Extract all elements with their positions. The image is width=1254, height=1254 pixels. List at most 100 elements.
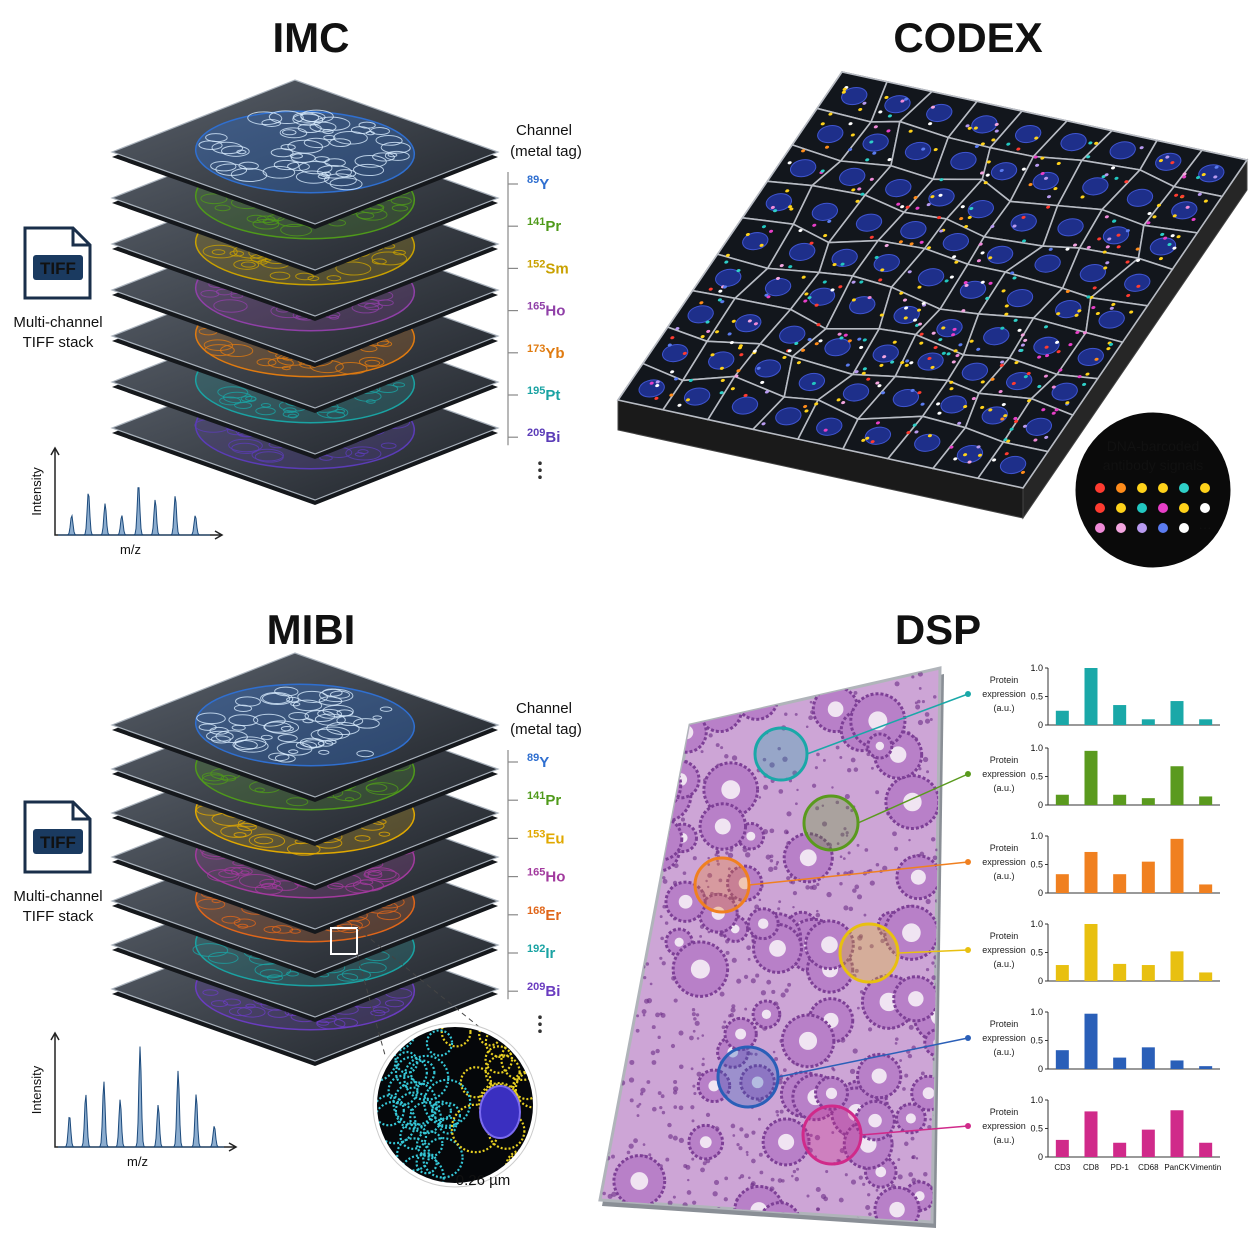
bar bbox=[1170, 1060, 1184, 1069]
tissue-dot bbox=[616, 816, 622, 822]
tissue-dot bbox=[617, 881, 621, 884]
channel-element: Pr bbox=[545, 218, 561, 235]
tissue-dot bbox=[769, 762, 775, 768]
signal-dot bbox=[1056, 161, 1061, 166]
cell bbox=[228, 734, 272, 750]
tissue-dot bbox=[672, 1195, 676, 1199]
tissue-dot bbox=[857, 677, 864, 683]
cell bbox=[289, 702, 302, 707]
axis-label: Intensity bbox=[29, 1065, 44, 1114]
signal-dot bbox=[1112, 219, 1117, 223]
axis-label: Intensity bbox=[29, 467, 44, 516]
signal-dot bbox=[909, 242, 914, 246]
cell bbox=[218, 390, 258, 405]
tissue-dot bbox=[904, 1073, 909, 1078]
signal-dot bbox=[803, 405, 808, 409]
signal-dot bbox=[1043, 374, 1049, 378]
nucleus bbox=[1057, 131, 1091, 152]
tissue-dot bbox=[831, 786, 834, 789]
tissue-dot bbox=[840, 832, 845, 837]
scale-bar-label: 0.26 µm bbox=[456, 1172, 511, 1189]
tissue-dot bbox=[820, 1193, 827, 1200]
tissue-dot bbox=[669, 668, 674, 671]
tissue-dot bbox=[600, 990, 605, 995]
signal-dot bbox=[890, 360, 895, 364]
tissue-dot bbox=[659, 737, 664, 743]
channel-mass: 141 bbox=[527, 790, 545, 802]
nucleus bbox=[987, 161, 1021, 182]
bar bbox=[1170, 766, 1184, 805]
legend-title: Channel bbox=[516, 122, 572, 139]
tissue-dot bbox=[605, 709, 611, 715]
signal-dot bbox=[953, 349, 958, 353]
zoom-cell bbox=[507, 1152, 533, 1178]
tissue-dot bbox=[777, 907, 781, 911]
bar bbox=[1055, 874, 1069, 893]
signal-dot bbox=[794, 341, 799, 346]
cell bbox=[288, 698, 328, 713]
signal-dot bbox=[789, 207, 794, 211]
tissue-dot bbox=[915, 704, 921, 710]
channel-label: 192Ir bbox=[527, 943, 556, 962]
tissue-dot bbox=[924, 718, 931, 724]
tissue-dot bbox=[634, 890, 637, 894]
channel-element: Er bbox=[545, 907, 561, 924]
signal-dot bbox=[914, 430, 919, 434]
more-dot bbox=[538, 461, 542, 466]
signal-dot bbox=[719, 391, 724, 395]
signal-dot bbox=[1058, 368, 1063, 372]
bar bbox=[1113, 1057, 1127, 1069]
nucleus bbox=[828, 247, 862, 268]
signal-dot bbox=[788, 205, 793, 209]
tissue-dot bbox=[780, 992, 786, 998]
tissue-dot bbox=[707, 872, 713, 878]
y-tick-label: 1.0 bbox=[1030, 1007, 1043, 1017]
cell bbox=[354, 961, 392, 975]
signal-dot bbox=[674, 377, 679, 381]
tissue-dot bbox=[724, 754, 729, 759]
cell bbox=[349, 153, 393, 169]
signal-dot bbox=[720, 378, 725, 382]
tissue-dot bbox=[863, 674, 869, 680]
signal-dot bbox=[1053, 187, 1058, 191]
signal-dot bbox=[1114, 176, 1119, 180]
tissue-dot bbox=[615, 918, 620, 923]
cell bbox=[221, 866, 246, 875]
signal-dot bbox=[1075, 330, 1080, 334]
tissue-dot bbox=[795, 802, 798, 806]
signal-dot bbox=[1044, 435, 1049, 439]
signal-dot bbox=[768, 229, 774, 233]
cell bbox=[224, 166, 274, 185]
tissue-dot bbox=[659, 1012, 663, 1016]
legend-dot bbox=[1200, 483, 1210, 493]
tissue-dot bbox=[658, 842, 662, 845]
signal-dot bbox=[851, 298, 856, 302]
signal-dot bbox=[916, 308, 922, 312]
tissue-dot bbox=[662, 876, 666, 880]
tissue-dot bbox=[612, 879, 617, 883]
tissue-dot bbox=[938, 1101, 940, 1104]
cell bbox=[307, 114, 357, 133]
signal-dot bbox=[1021, 167, 1026, 171]
tissue-dot bbox=[863, 913, 867, 917]
tissue-dot bbox=[620, 1035, 626, 1040]
cell bbox=[256, 878, 285, 889]
tissue-dot bbox=[601, 896, 605, 900]
tissue-dot bbox=[655, 745, 661, 752]
cell bbox=[321, 135, 337, 141]
signal-dot bbox=[719, 366, 724, 370]
channel-element: Ho bbox=[545, 303, 565, 320]
tissue-dot bbox=[659, 915, 663, 919]
nucleus bbox=[914, 351, 948, 372]
bar bbox=[1113, 1142, 1127, 1157]
tissue-dot bbox=[725, 950, 730, 955]
gland bbox=[642, 677, 690, 725]
tissue-dot bbox=[652, 790, 657, 794]
tissue-dot bbox=[895, 1037, 899, 1041]
tissue-dot bbox=[853, 767, 859, 772]
tissue-dot bbox=[724, 698, 730, 704]
signal-dot bbox=[1041, 408, 1046, 412]
roi bbox=[716, 1045, 780, 1109]
signal-dot bbox=[818, 339, 823, 343]
